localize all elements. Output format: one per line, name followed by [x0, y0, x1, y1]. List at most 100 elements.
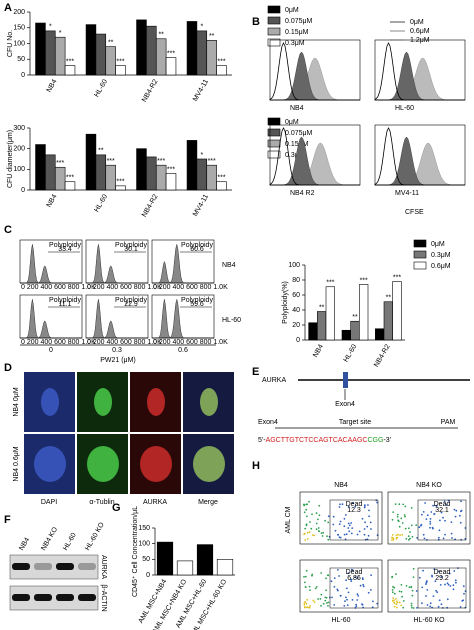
- histogram: [86, 244, 148, 284]
- band: [56, 563, 74, 570]
- bar: [375, 328, 385, 341]
- event: [346, 598, 348, 601]
- event: [355, 605, 358, 608]
- event: [411, 535, 414, 538]
- event: [392, 597, 394, 599]
- gate-label: Polyploidy: [49, 242, 81, 249]
- legend-swatch: [267, 117, 281, 126]
- event: [315, 586, 318, 588]
- legend-label: 0.15μM: [285, 141, 309, 148]
- bar: [186, 21, 198, 76]
- gate-value: 32.1: [435, 507, 449, 514]
- event: [411, 589, 414, 592]
- event: [354, 576, 357, 579]
- significance-label: ***: [116, 58, 124, 65]
- event: [351, 527, 354, 529]
- event: [395, 603, 398, 606]
- event: [430, 511, 433, 513]
- histogram: [270, 142, 360, 186]
- event: [459, 514, 461, 517]
- event: [421, 602, 423, 605]
- y-axis-label: CFU No.: [7, 30, 14, 57]
- row-label: HL-60: [222, 317, 241, 324]
- lane-label: NB4 KO: [40, 526, 59, 552]
- x-tick-label: NB4: [46, 78, 59, 93]
- event: [339, 536, 342, 539]
- event: [308, 500, 310, 503]
- gate-label: Dead: [434, 501, 451, 508]
- exon: [343, 372, 348, 388]
- event: [371, 606, 374, 609]
- event: [459, 606, 462, 608]
- event: [354, 505, 357, 508]
- cell-signal: [140, 446, 172, 482]
- event: [425, 595, 427, 597]
- event: [332, 523, 335, 526]
- event: [317, 527, 320, 529]
- bar: [105, 46, 116, 76]
- event: [339, 503, 341, 506]
- event: [422, 533, 425, 536]
- histogram: [152, 299, 214, 339]
- event: [395, 600, 398, 603]
- event: [398, 601, 401, 604]
- event: [343, 605, 346, 607]
- event: [399, 534, 401, 536]
- event: [447, 583, 450, 586]
- x-tick-label: NB4-R2: [141, 78, 160, 103]
- panel-letter: B: [252, 16, 260, 28]
- bar: [206, 40, 217, 76]
- event: [411, 594, 414, 597]
- cell-signal: [87, 446, 119, 482]
- event: [343, 533, 346, 536]
- event: [350, 578, 352, 581]
- event: [327, 521, 330, 524]
- event: [304, 606, 306, 608]
- histogram: [20, 244, 82, 284]
- event: [444, 533, 446, 536]
- event: [317, 518, 319, 521]
- event: [351, 599, 354, 601]
- event: [364, 504, 366, 506]
- exon-label: Exon4: [258, 419, 278, 426]
- event: [395, 537, 398, 539]
- event: [369, 521, 372, 524]
- event: [400, 584, 403, 586]
- event: [308, 531, 311, 534]
- event: [440, 603, 443, 606]
- event: [410, 507, 413, 509]
- significance-label: **: [209, 33, 215, 40]
- event: [366, 525, 369, 528]
- significance-label: ***: [66, 58, 74, 65]
- event: [369, 589, 372, 591]
- band: [12, 594, 30, 601]
- event: [356, 577, 359, 579]
- band: [56, 594, 74, 601]
- event: [429, 523, 432, 525]
- significance-label: ***: [167, 51, 175, 58]
- event: [356, 593, 359, 596]
- column-label: 0.6: [178, 347, 188, 354]
- event: [327, 601, 330, 604]
- axis-ticks: 0 200 400 600 800 1.0K: [153, 339, 228, 346]
- event: [416, 607, 418, 609]
- histogram: [375, 142, 465, 186]
- gate-value: 29.2: [435, 575, 449, 582]
- event: [407, 535, 410, 538]
- bar: [341, 329, 351, 341]
- significance-label: ***: [56, 160, 64, 167]
- significance-label: ***: [217, 58, 225, 65]
- bar: [216, 181, 227, 191]
- event: [393, 605, 396, 608]
- event: [454, 579, 457, 582]
- column-label: Merge: [198, 499, 218, 506]
- y-tick-label: 200: [13, 146, 25, 153]
- event: [412, 567, 415, 570]
- bar: [105, 164, 116, 191]
- bar: [64, 181, 76, 191]
- event: [452, 588, 455, 591]
- event: [346, 604, 349, 606]
- gate-value: 60.6: [190, 246, 204, 253]
- band: [12, 563, 30, 570]
